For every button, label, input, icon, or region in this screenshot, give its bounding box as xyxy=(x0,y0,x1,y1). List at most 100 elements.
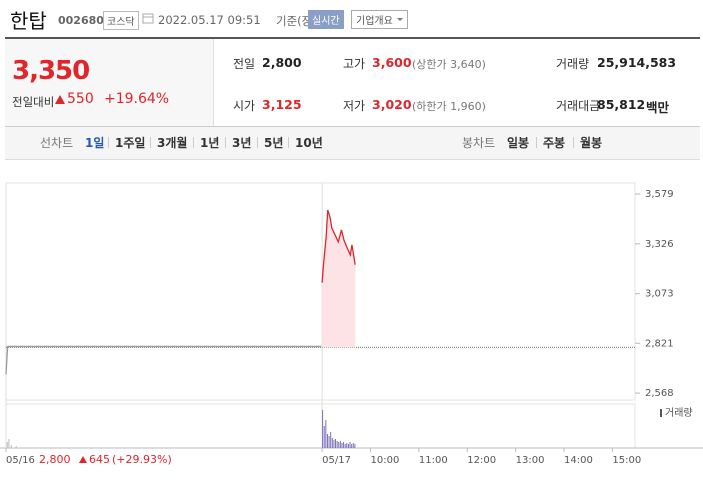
volume-bar xyxy=(330,432,332,448)
chart-tabs xyxy=(5,127,700,160)
volume-bar xyxy=(8,439,10,448)
tab[interactable]: 1년 xyxy=(200,136,220,150)
volume-bar xyxy=(323,426,325,448)
tab[interactable]: 3년 xyxy=(232,136,252,150)
current-price: 3,350 xyxy=(12,56,90,86)
volume-bar xyxy=(354,444,356,448)
company-info-dropdown[interactable]: 기업개요 xyxy=(351,10,408,29)
tab-separator xyxy=(257,137,258,148)
tab-separator xyxy=(108,137,109,148)
tab-separator xyxy=(225,137,226,148)
summary-label: 거래대금 xyxy=(556,99,601,113)
tab[interactable]: 일봉 xyxy=(507,136,530,150)
y-tick-label: 3,579 xyxy=(645,189,674,200)
summary-label: 시가 xyxy=(233,99,256,113)
price-line xyxy=(5,345,322,375)
tab-separator xyxy=(288,137,289,148)
volume-label: 거래량 xyxy=(665,407,693,419)
x-tick-label: 13:00 xyxy=(516,455,545,466)
summary-label: 저가 xyxy=(343,99,366,113)
volume-bar xyxy=(344,444,346,448)
prev-change-pct: (+29.93%) xyxy=(112,453,172,466)
summary-unit: 백만 xyxy=(646,100,670,115)
x-tick-label: 05/16 xyxy=(6,455,35,466)
volume-bar xyxy=(351,444,353,448)
volume-bar xyxy=(325,420,327,448)
summary-label: 전일 xyxy=(233,57,256,71)
up-arrow xyxy=(79,456,87,463)
x-tick-label: 15:00 xyxy=(612,455,641,466)
up-arrow xyxy=(55,95,65,104)
summary-value: 3,600 xyxy=(372,55,412,70)
divider xyxy=(5,126,700,127)
summary-note: (하한가 1,960) xyxy=(412,100,486,113)
tab[interactable]: 1주일 xyxy=(115,136,146,150)
x-tick-label: 05/17 xyxy=(322,455,351,466)
volume-frame xyxy=(5,403,636,449)
tab[interactable]: 3개월 xyxy=(157,136,188,150)
tab[interactable]: 주봉 xyxy=(543,136,566,150)
tab-group-label: 선차트 xyxy=(40,136,74,150)
summary-value: 3,020 xyxy=(372,97,412,112)
volume-bar xyxy=(338,442,340,448)
market-badge: 코스닥 xyxy=(103,11,139,30)
x-tick-label: 11:00 xyxy=(419,455,448,466)
realtime-button[interactable]: 실시간 xyxy=(308,10,344,29)
tab-separator xyxy=(536,137,537,148)
tab[interactable]: 5년 xyxy=(264,136,284,150)
volume-bar xyxy=(328,436,330,448)
tab-separator xyxy=(150,137,151,148)
volume-bar xyxy=(322,410,324,448)
prev-close: 2,800 xyxy=(39,453,71,466)
summary-value: 25,914,583 xyxy=(597,55,677,70)
tab-group-label: 봉차트 xyxy=(462,136,496,150)
change: 550 xyxy=(67,91,94,107)
volume-bar xyxy=(339,441,341,448)
stock-code: 002680 xyxy=(58,14,104,27)
volume-bar xyxy=(6,442,8,448)
plot-frame xyxy=(5,182,636,401)
volume-bar xyxy=(346,443,348,448)
chart: 3,579 3,326 3,073 2,821 2,568 05/16 05/17 10:00… xyxy=(0,182,703,466)
volume-bar xyxy=(333,440,335,448)
prev-change: 645 xyxy=(89,453,110,466)
divider xyxy=(5,37,700,39)
tab-separator xyxy=(573,137,574,148)
stock-name: 한탑 xyxy=(10,9,47,33)
volume-bar xyxy=(326,434,328,448)
change-pct: +19.64% xyxy=(104,91,170,107)
y-tick-label: 2,821 xyxy=(645,338,674,349)
volume-bar xyxy=(343,442,345,448)
price-line xyxy=(321,209,356,283)
tab-separator xyxy=(193,137,194,148)
calendar-icon xyxy=(142,13,154,24)
summary-label: 거래량 xyxy=(556,57,590,71)
summary-value: 85,812 xyxy=(597,97,646,112)
volume-bar xyxy=(335,439,337,448)
summary-label: 고가 xyxy=(343,57,366,71)
volume-legend-icon xyxy=(660,409,662,417)
volume-bar xyxy=(347,444,349,448)
summary-value: 3,125 xyxy=(262,97,302,112)
volume-bar xyxy=(336,441,338,448)
volume-bar xyxy=(10,445,12,448)
volume-bar xyxy=(349,442,351,448)
tab[interactable]: 1일 xyxy=(85,136,105,150)
y-tick-label: 3,073 xyxy=(645,289,674,300)
price-box xyxy=(5,39,214,126)
volume-bar xyxy=(331,438,333,448)
volume-bar xyxy=(352,443,354,448)
y-tick-label: 2,568 xyxy=(645,388,674,399)
volume-bar xyxy=(15,446,17,448)
y-tick-label: 3,326 xyxy=(645,239,674,250)
volume-bar xyxy=(341,443,343,448)
tab[interactable]: 월봉 xyxy=(580,136,603,150)
x-tick-label: 12:00 xyxy=(467,455,496,466)
tab[interactable]: 10년 xyxy=(295,136,323,150)
change-label: 전일대비 xyxy=(12,95,55,109)
summary-note: (상한가 3,640) xyxy=(412,58,486,71)
summary-value: 2,800 xyxy=(262,55,302,70)
x-tick-label: 10:00 xyxy=(370,455,399,466)
price-area xyxy=(322,209,356,348)
